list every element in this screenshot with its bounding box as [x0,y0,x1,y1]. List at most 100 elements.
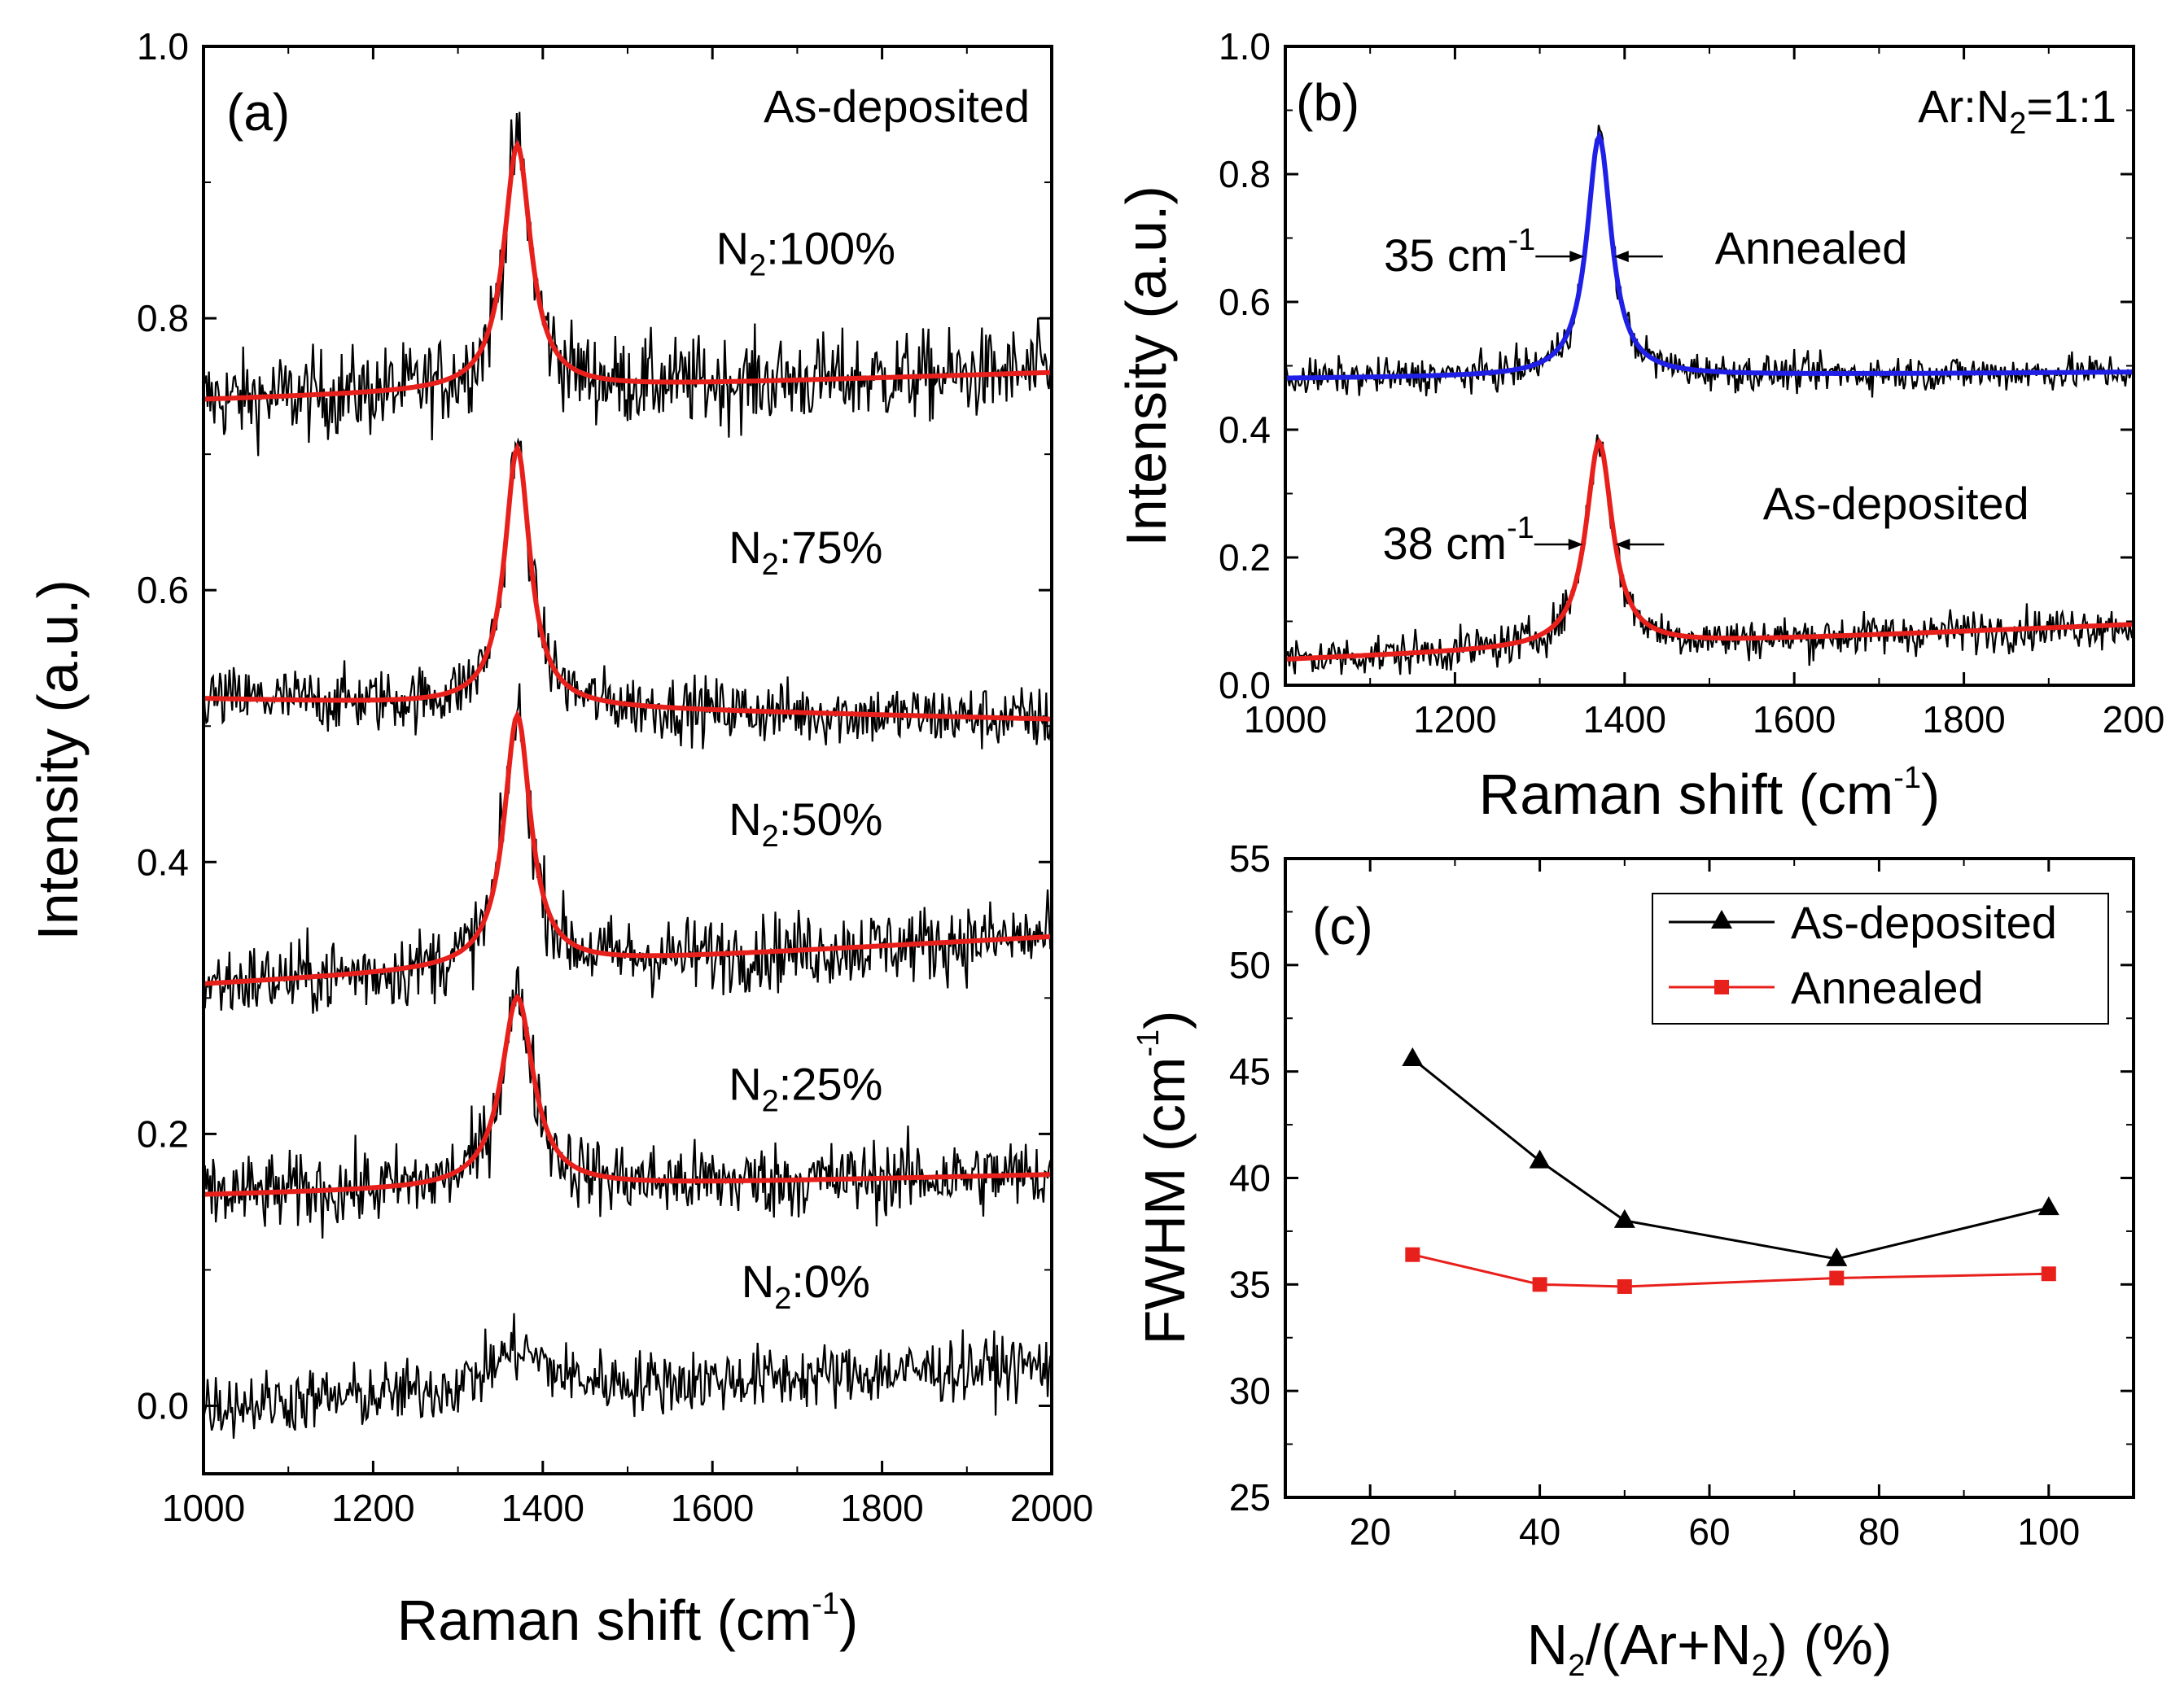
x-tick-label: 1600 [1753,698,1836,741]
series-line-0 [1412,1057,2050,1261]
fwhm-arrowhead-right [1613,251,1629,263]
panel-c-y-axis-label-text: FWHM (cm [1133,1057,1197,1345]
raw-spectrum-2 [202,683,1053,1014]
panel-b-condition-rest: =1:1 [2026,81,2116,132]
series-label-main: N [729,522,761,573]
data-point-annealed [1532,1277,1547,1292]
data-point-as-deposited [1402,1047,1424,1066]
series-label-rest: :0% [791,1256,870,1307]
data-point-annealed [1405,1247,1420,1262]
y-tick-label: 35 [1229,1263,1271,1305]
panel-c-x-axis-label-text: N [1527,1613,1569,1676]
y-tick-label: 50 [1229,944,1271,986]
panel-a-y-axis-label: Intensity (a.u.) [26,579,90,941]
panel-a-x-axis-label-end: ) [839,1589,858,1652]
fwhm-label: 35 cm-1 [1384,223,1535,281]
series-label: N2:100% [716,222,895,282]
x-tick-label: 2000 [1010,1487,1093,1529]
series-label-sub: 2 [774,1282,791,1316]
y-tick-label: 0.6 [137,569,189,611]
fwhm-label-sup: -1 [1507,511,1534,545]
panel-b-x-ticks: 1000 1200 1400 1600 1800 200 [1244,46,2165,741]
y-tick-label: 0.0 [137,1384,189,1427]
raw-spectrum-0 [202,111,1053,457]
panel-b-y-ticks: 0.0 0.2 0.4 0.6 0.8 1.0 [1219,25,2134,706]
fwhm-arrowhead-left [1569,251,1585,263]
fwhm-label: 38 cm-1 [1382,511,1534,569]
panel-c-y-axis-label-sup: -1 [1131,1029,1166,1057]
panel-a: 1000 1200 1400 1600 1800 2000 0.0 0.2 0.4 0.6 0.8… [26,25,1093,1652]
panel-c: 20 40 60 80 100 25 30 35 40 45 50 55 (c) As-deposi… [1131,837,2135,1683]
panel-a-frame [202,45,1053,1475]
fwhm-label-sup: -1 [1508,223,1536,257]
y-tick-label: 1.0 [1219,25,1271,68]
panel-c-x-axis-label-sub: 2 [1568,1649,1585,1683]
panel-c-plot-area [1402,1047,2059,1294]
y-tick-label: 45 [1229,1051,1271,1093]
legend-frame [1652,893,2109,1025]
x-tick-label: 40 [1519,1510,1560,1553]
x-tick-label: 200 [2103,698,2165,741]
panel-b-condition-text: Ar:N [1918,81,2009,132]
x-tick-label: 20 [1350,1510,1391,1553]
series-label-rest: :50% [779,793,883,845]
raw-spectrum-0 [1284,125,2135,398]
panel-c-x-axis-label-end: ) (%) [1769,1613,1893,1676]
y-tick-label: 0.2 [137,1112,189,1155]
series-label: N2:50% [729,793,882,854]
panel-a-label: (a) [226,83,290,142]
panel-b-condition-sub: 2 [2009,107,2026,141]
fwhm-label-text: 38 cm [1382,518,1507,569]
raw-spectrum-4 [202,1313,1053,1439]
panel-b-condition: Ar:N2=1:1 [1918,81,2116,141]
panel-c-x-axis-label-sub2: 2 [1752,1649,1769,1683]
panel-c-y-ticks: 25 30 35 40 45 50 55 [1229,837,2134,1519]
legend-marker-annealed [1714,980,1729,994]
panel-b-x-axis-label-text: Raman shift (cm [1479,763,1894,826]
raw-spectrum-1 [202,437,1053,750]
panel-b-plot-area [1284,125,2135,675]
y-tick-label: 0.4 [137,841,189,883]
x-tick-label: 1200 [331,1487,414,1529]
series-label: Annealed [1715,222,1908,273]
series-line-1 [1412,1253,2049,1288]
lorentz-fit-1 [1285,437,2134,662]
y-tick-label: 0.2 [1219,536,1271,579]
y-tick-label: 1.0 [137,25,189,68]
series-label-main: N [742,1256,774,1307]
panel-b-x-axis-label: Raman shift (cm-1) [1479,761,1941,826]
legend-marker-as-deposited [1711,910,1732,929]
raw-spectrum-1 [1284,434,2135,675]
panel-a-plot-area [202,111,1053,1439]
x-tick-label: 80 [1858,1510,1900,1553]
legend-label-as-deposited: As-deposited [1791,897,2057,948]
series-label: N2:0% [742,1256,870,1316]
panel-c-y-axis-label: FWHM (cm-1) [1131,1011,1197,1345]
panel-c-legend: As-deposited Annealed [1652,893,2109,1025]
raw-spectrum-3 [202,966,1053,1239]
series-label-main: N [716,222,749,273]
fwhm-label-text: 35 cm [1384,229,1508,281]
x-tick-label: 1400 [501,1487,584,1529]
series-label: As-deposited [1763,478,2029,529]
x-tick-label: 1000 [1244,698,1327,741]
fwhm-arrowhead-left [1568,539,1583,551]
x-tick-label: 1400 [1583,698,1666,741]
y-tick-label: 0.8 [137,297,189,339]
series-label-sub: 2 [762,1085,779,1119]
panel-b-y-axis-label: Intensity (a.u.) [1114,186,1178,547]
y-tick-label: 40 [1229,1157,1271,1200]
panel-a-condition: As-deposited [764,81,1030,132]
legend-label-annealed: Annealed [1791,962,1984,1013]
lorentz-fit-3 [203,993,1052,1197]
panel-c-x-axis-label: N2/(Ar+N2) (%) [1527,1613,1893,1683]
series-label-main: N [729,793,761,845]
lorentz-fit-1 [204,442,1052,722]
panel-c-y-axis-label-end: ) [1133,1011,1197,1029]
lorentz-fit-2 [203,710,1053,986]
data-point-as-deposited [1613,1208,1635,1228]
series-label-main: N [729,1059,761,1110]
y-tick-label: 30 [1229,1370,1271,1412]
fwhm-arrowhead-right [1615,539,1630,551]
